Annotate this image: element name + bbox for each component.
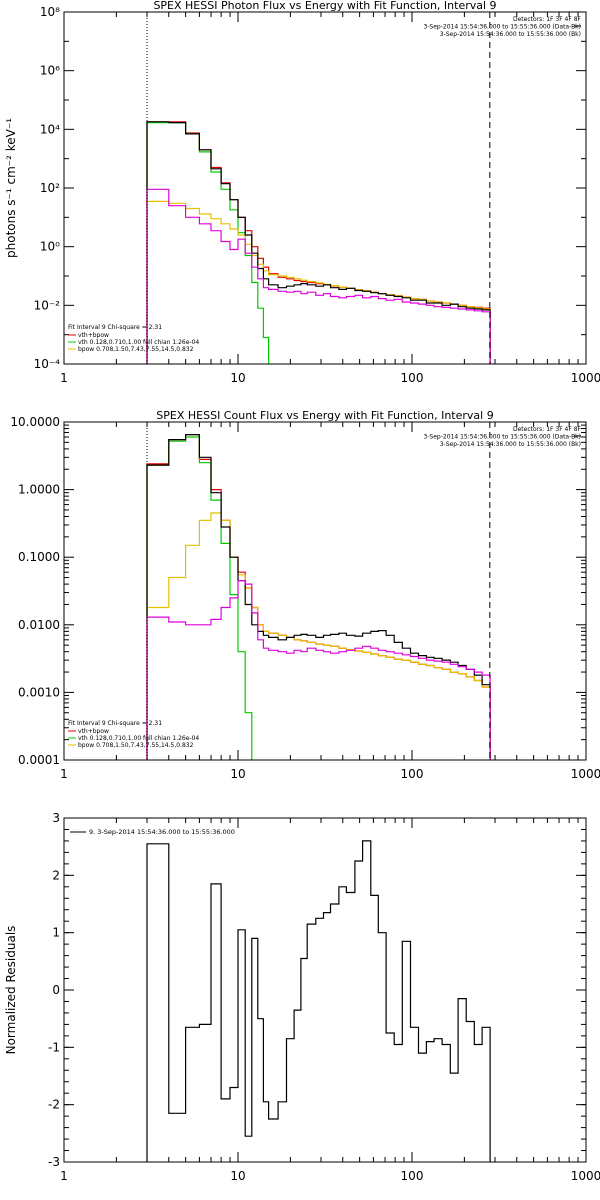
- y-tick-label: 0.0100: [18, 618, 60, 632]
- chart-panel-2: SPEX HESSI Count Flux vs Energy with Fit…: [10, 409, 600, 781]
- legend-item-text: 9. 3-Sep-2014 15:54:36.000 to 15:55:36.0…: [89, 828, 235, 836]
- y-tick-label: 3: [52, 811, 60, 825]
- chart-title: SPEX HESSI Photon Flux vs Energy with Fi…: [153, 0, 496, 12]
- series-line-0: [146, 121, 491, 364]
- plot-area: [146, 840, 491, 1162]
- y-tick-label: 1: [52, 926, 60, 940]
- legend-item-text: vth+bpow: [78, 728, 109, 735]
- y-tick-label: 10⁰: [40, 240, 60, 254]
- legend-top-text: 3-Sep-2014 15:54:36.000 to 15:55:36.000 …: [440, 31, 581, 38]
- y-tick-label: 0.1000: [18, 550, 60, 564]
- x-tick-label: 1: [60, 371, 68, 385]
- legend-top-text: Detectors: 1F 3F 4F 8F: [513, 16, 582, 23]
- x-tick-label: 1000: [571, 371, 600, 385]
- series-line-4: [146, 580, 491, 760]
- y-tick-label: 10.0000: [10, 415, 60, 429]
- x-tick-label: 1000: [571, 1169, 600, 1183]
- legend-item-text: vth 0.128,0.710,1.00 full chian 1.26e-04: [78, 339, 199, 346]
- y-axis-label: Normalized Residuals: [4, 926, 18, 1055]
- x-tick-label: 1: [60, 767, 68, 781]
- x-tick-label: 1: [60, 1169, 68, 1183]
- legend-top-text: 3-Sep-2014 15:54:36.000 to 15:55:36.000 …: [423, 24, 581, 31]
- series-line-3: [146, 121, 491, 364]
- x-tick-label: 100: [401, 371, 424, 385]
- x-tick-label: 10: [230, 767, 245, 781]
- y-axis-label: photons s⁻¹ cm⁻² keV⁻¹: [4, 118, 18, 258]
- legend-item-text: vth+bpow: [78, 332, 109, 339]
- plot-area: [146, 434, 491, 760]
- y-tick-label: 10⁶: [40, 64, 60, 78]
- y-tick-label: -3: [48, 1155, 60, 1169]
- legend-top-text: 3-Sep-2014 15:54:36.000 to 15:55:36.000 …: [423, 434, 581, 441]
- series-line-3: [146, 434, 491, 760]
- y-tick-label: 10⁴: [40, 122, 60, 136]
- legend-item-text: vth 0.128,0.710,1.00 full chian 1.26e-04: [78, 735, 199, 742]
- x-tick-label: 10: [230, 371, 245, 385]
- fit-interval-text: Fit Interval 9 Chi-square = 2.31: [68, 720, 162, 727]
- y-tick-label: 10⁻⁴: [34, 357, 61, 371]
- chart-panel-3: Normalized Residuals 1 10 100 1000 -3 -2 -1 0 1 2 3…: [4, 811, 600, 1183]
- plot-frame: [63, 817, 587, 1163]
- y-tick-label: -2: [48, 1098, 60, 1112]
- y-tick-label: 10⁻²: [34, 298, 61, 312]
- y-tick-label: -1: [48, 1040, 60, 1054]
- plot-frame: [63, 421, 587, 761]
- series-line-4: [146, 188, 491, 364]
- legend-item-text: bpow 0.708,1.50,7.43,7.55,14.5,0.832: [78, 742, 194, 749]
- chart-title: SPEX HESSI Count Flux vs Energy with Fit…: [156, 409, 493, 422]
- plot-area: [146, 121, 491, 364]
- series-line-1: [146, 436, 253, 760]
- x-tick-label: 1000: [571, 767, 600, 781]
- legend-top-text: Detectors: 1F 3F 4F 8F: [513, 426, 582, 433]
- x-tick-label: 100: [401, 1169, 424, 1183]
- y-tick-label: 0: [52, 983, 60, 997]
- y-tick-label: 1.0000: [18, 483, 60, 497]
- series-line-2: [146, 512, 491, 760]
- x-tick-label: 10: [230, 1169, 245, 1183]
- fit-interval-text: Fit Interval 9 Chi-square = 2.31: [68, 324, 162, 331]
- series-line-0: [146, 434, 491, 760]
- x-tick-label: 100: [401, 767, 424, 781]
- plot-frame: [63, 11, 587, 365]
- y-tick-label: 2: [52, 868, 60, 882]
- chart-panel-1: SPEX HESSI Photon Flux vs Energy with Fi…: [4, 0, 600, 385]
- legend-top-text: 3-Sep-2014 15:54:36.000 to 15:55:36.000 …: [440, 441, 581, 448]
- legend-item-text: bpow 0.708,1.50,7.43,7.55,14.5,0.832: [78, 346, 194, 353]
- y-tick-label: 10²: [40, 181, 60, 195]
- y-tick-label: 10⁸: [40, 5, 60, 19]
- series-line-1: [146, 122, 270, 364]
- series-line-0: [146, 840, 491, 1162]
- y-tick-label: 0.0010: [18, 685, 60, 699]
- y-tick-label: 0.0001: [18, 753, 60, 767]
